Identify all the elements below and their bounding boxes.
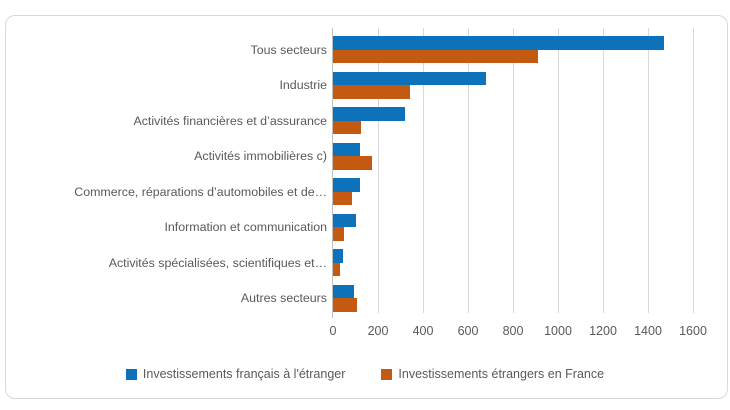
category-label: Industrie (279, 78, 327, 92)
gridline (603, 28, 604, 313)
bar-foreign-in-france (333, 227, 345, 241)
x-axis-tick-label: 1000 (544, 324, 572, 338)
x-axis-tick-label: 200 (367, 324, 389, 338)
legend-swatch-foreign-in-france-icon (381, 368, 393, 380)
bar-foreign-in-france (333, 191, 353, 205)
x-axis-tick-label: 600 (457, 324, 479, 338)
category-label: Activités immobilières c) (194, 149, 327, 163)
x-axis-tick-label: 1200 (589, 324, 617, 338)
bar-foreign-in-france (333, 49, 538, 63)
gridline (378, 28, 379, 313)
bar-foreign-in-france (333, 156, 373, 170)
gridline (693, 28, 694, 313)
bar-foreign-in-france (333, 85, 410, 99)
category-label: Information et communication (164, 220, 327, 234)
bar-french-abroad (333, 71, 486, 85)
legend: Investissements français à l'étranger In… (0, 367, 730, 381)
category-label: Tous secteurs (250, 42, 327, 57)
category-axis-line (332, 28, 333, 318)
gridline (648, 28, 649, 313)
x-axis-tick-label: 0 (329, 324, 337, 338)
bar-foreign-in-france (333, 262, 340, 276)
bar-foreign-in-france (333, 120, 362, 134)
gridline (513, 28, 514, 313)
legend-item-foreign-in-france: Investissements étrangers en France (381, 367, 604, 381)
legend-label-french-abroad: Investissements français à l'étranger (142, 367, 346, 381)
x-axis-tick-label: 800 (502, 324, 524, 338)
category-label: Commerce, réparations d’automobiles et d… (74, 184, 327, 199)
legend-label-foreign-in-france: Investissements étrangers en France (398, 367, 605, 381)
bar-french-abroad (333, 107, 405, 121)
category-label: Autres secteurs (240, 291, 327, 305)
legend-item-french-abroad: Investissements français à l'étranger (125, 367, 346, 381)
gridline (558, 28, 559, 313)
gridline (423, 28, 424, 313)
bar-french-abroad (333, 36, 664, 50)
x-axis-tick-label: 1400 (634, 324, 662, 338)
x-axis-tick-label: 400 (412, 324, 434, 338)
bar-french-abroad (333, 213, 356, 227)
bar-french-abroad (333, 178, 360, 192)
bar-french-abroad (333, 249, 344, 263)
category-label: Activités financières et d’assurance (133, 113, 327, 128)
legend-swatch-french-abroad-icon (125, 368, 137, 380)
gridline (468, 28, 469, 313)
x-axis-tick-label: 1600 (679, 324, 707, 338)
bar-foreign-in-france (333, 298, 357, 312)
category-label: Activités spécialisées, scientifiques et… (108, 255, 327, 270)
bar-french-abroad (333, 284, 355, 298)
bar-french-abroad (333, 142, 360, 156)
